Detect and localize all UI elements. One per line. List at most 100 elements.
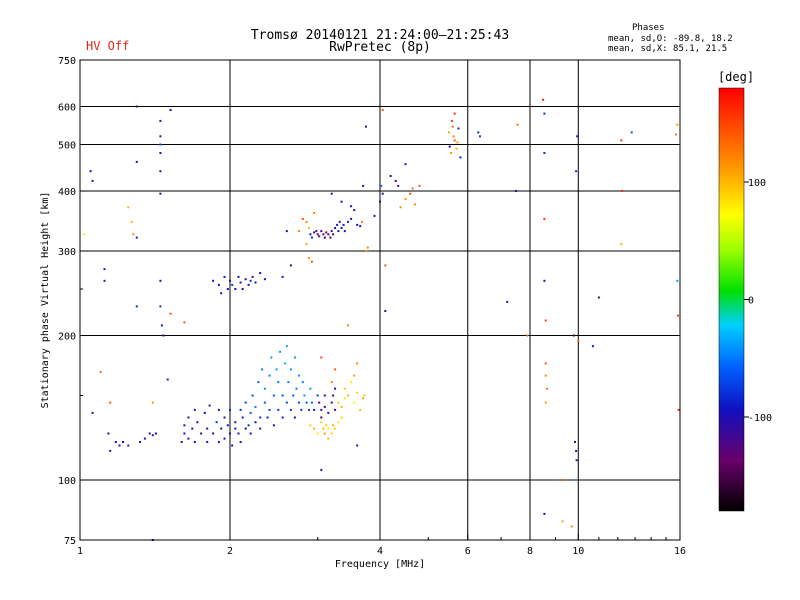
data-point — [226, 288, 229, 290]
data-point — [220, 427, 223, 430]
data-point — [353, 209, 356, 212]
data-point — [323, 432, 326, 435]
data-point — [409, 192, 412, 195]
chart-title: Tromsø 20140121 21:24:00–21:25:43 — [250, 28, 510, 43]
data-point — [356, 391, 359, 394]
data-point — [570, 525, 573, 528]
data-point — [389, 175, 392, 177]
y-tick-label: 500 — [58, 141, 76, 152]
data-point — [305, 243, 308, 246]
data-point — [244, 401, 247, 404]
data-point — [289, 408, 292, 411]
data-point — [356, 223, 359, 226]
data-point — [268, 408, 271, 411]
data-point — [359, 225, 362, 228]
data-point — [310, 260, 313, 263]
data-point — [234, 427, 237, 430]
data-point — [270, 356, 273, 359]
data-point — [515, 190, 517, 192]
data-point — [359, 408, 362, 411]
data-point — [365, 250, 367, 252]
data-point — [323, 394, 326, 397]
data-point — [143, 437, 146, 440]
x-tick-label: 10 — [572, 546, 584, 557]
data-point — [285, 230, 288, 233]
data-point — [135, 105, 138, 108]
data-point — [597, 296, 600, 299]
data-point — [263, 278, 266, 281]
data-point — [103, 268, 106, 271]
data-point — [203, 411, 206, 414]
data-point — [343, 387, 346, 390]
data-point — [257, 381, 260, 384]
data-point — [289, 368, 292, 371]
data-point — [338, 220, 341, 223]
data-point — [384, 264, 387, 267]
data-point — [316, 394, 319, 397]
data-point — [226, 424, 229, 427]
data-point — [118, 444, 121, 447]
data-point — [366, 246, 369, 249]
data-point — [307, 408, 310, 411]
data-point — [122, 441, 124, 443]
data-point — [229, 432, 231, 435]
data-point — [620, 139, 623, 142]
data-point — [329, 236, 332, 239]
data-point — [231, 283, 234, 286]
data-point — [404, 198, 407, 200]
data-point — [159, 192, 162, 195]
data-point — [127, 444, 130, 447]
data-point — [107, 432, 110, 435]
data-point — [452, 135, 455, 138]
data-point — [320, 468, 323, 471]
data-point — [251, 275, 254, 278]
data-point — [151, 401, 154, 404]
data-point — [334, 368, 337, 371]
data-point — [544, 374, 547, 377]
data-point — [169, 109, 172, 111]
data-point — [239, 281, 242, 284]
colorbar-ticks: 100 0 -100 — [744, 178, 772, 424]
data-point — [241, 416, 244, 419]
data-point — [574, 441, 576, 443]
data-point — [418, 184, 421, 187]
data-point — [543, 112, 546, 115]
data-point — [208, 404, 211, 407]
data-point — [254, 281, 257, 284]
data-point — [244, 427, 247, 430]
data-point — [103, 279, 106, 282]
data-point — [448, 145, 451, 148]
data-point — [576, 135, 579, 138]
data-point — [362, 184, 365, 187]
data-point — [215, 421, 218, 424]
data-point — [206, 427, 209, 430]
chart-subtitle: RwPretec (8p) — [329, 40, 431, 55]
data-point — [292, 394, 295, 397]
data-point — [453, 112, 456, 115]
data-point — [135, 236, 138, 239]
data-point — [217, 441, 220, 443]
data-point — [334, 427, 337, 430]
data-point — [259, 272, 262, 274]
data-point — [212, 279, 215, 282]
data-point — [451, 125, 454, 128]
data-point — [313, 427, 316, 430]
data-point — [154, 432, 157, 435]
data-point — [247, 283, 250, 286]
data-point — [183, 424, 186, 427]
data-point — [543, 152, 546, 154]
colorbar — [719, 88, 744, 511]
data-point — [575, 459, 578, 462]
data-point — [293, 416, 296, 419]
data-point — [379, 200, 381, 203]
data-point — [249, 432, 252, 435]
data-point — [674, 133, 677, 136]
data-point — [263, 387, 266, 390]
data-point — [362, 397, 365, 400]
data-point — [272, 394, 275, 397]
data-point — [313, 408, 316, 411]
data-point — [380, 184, 383, 187]
x-axis-label: Frequency [MHz] — [335, 559, 425, 570]
data-point — [295, 387, 298, 390]
